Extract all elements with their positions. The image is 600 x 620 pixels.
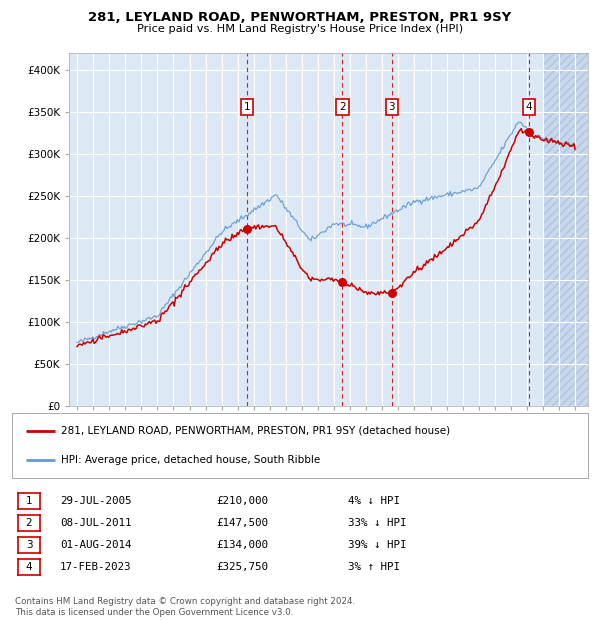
Text: 2: 2 — [339, 102, 346, 112]
Text: 1: 1 — [26, 496, 32, 506]
Text: £134,000: £134,000 — [216, 540, 268, 550]
Text: £210,000: £210,000 — [216, 496, 268, 506]
Text: £147,500: £147,500 — [216, 518, 268, 528]
Text: 17-FEB-2023: 17-FEB-2023 — [60, 562, 131, 572]
Text: 3% ↑ HPI: 3% ↑ HPI — [348, 562, 400, 572]
Text: 2: 2 — [26, 518, 32, 528]
Text: 33% ↓ HPI: 33% ↓ HPI — [348, 518, 407, 528]
Text: 281, LEYLAND ROAD, PENWORTHAM, PRESTON, PR1 9SY: 281, LEYLAND ROAD, PENWORTHAM, PRESTON, … — [88, 11, 512, 24]
Text: £325,750: £325,750 — [216, 562, 268, 572]
Text: 281, LEYLAND ROAD, PENWORTHAM, PRESTON, PR1 9SY (detached house): 281, LEYLAND ROAD, PENWORTHAM, PRESTON, … — [61, 425, 450, 435]
Text: Price paid vs. HM Land Registry's House Price Index (HPI): Price paid vs. HM Land Registry's House … — [137, 24, 463, 33]
Text: HPI: Average price, detached house, South Ribble: HPI: Average price, detached house, Sout… — [61, 456, 320, 466]
Text: 01-AUG-2014: 01-AUG-2014 — [60, 540, 131, 550]
Text: 4% ↓ HPI: 4% ↓ HPI — [348, 496, 400, 506]
Text: 39% ↓ HPI: 39% ↓ HPI — [348, 540, 407, 550]
Text: 4: 4 — [526, 102, 532, 112]
Text: 3: 3 — [26, 540, 32, 550]
Text: 3: 3 — [388, 102, 395, 112]
Text: 29-JUL-2005: 29-JUL-2005 — [60, 496, 131, 506]
Text: 1: 1 — [244, 102, 250, 112]
Text: 4: 4 — [26, 562, 32, 572]
Text: Contains HM Land Registry data © Crown copyright and database right 2024.
This d: Contains HM Land Registry data © Crown c… — [15, 598, 355, 617]
Text: 08-JUL-2011: 08-JUL-2011 — [60, 518, 131, 528]
